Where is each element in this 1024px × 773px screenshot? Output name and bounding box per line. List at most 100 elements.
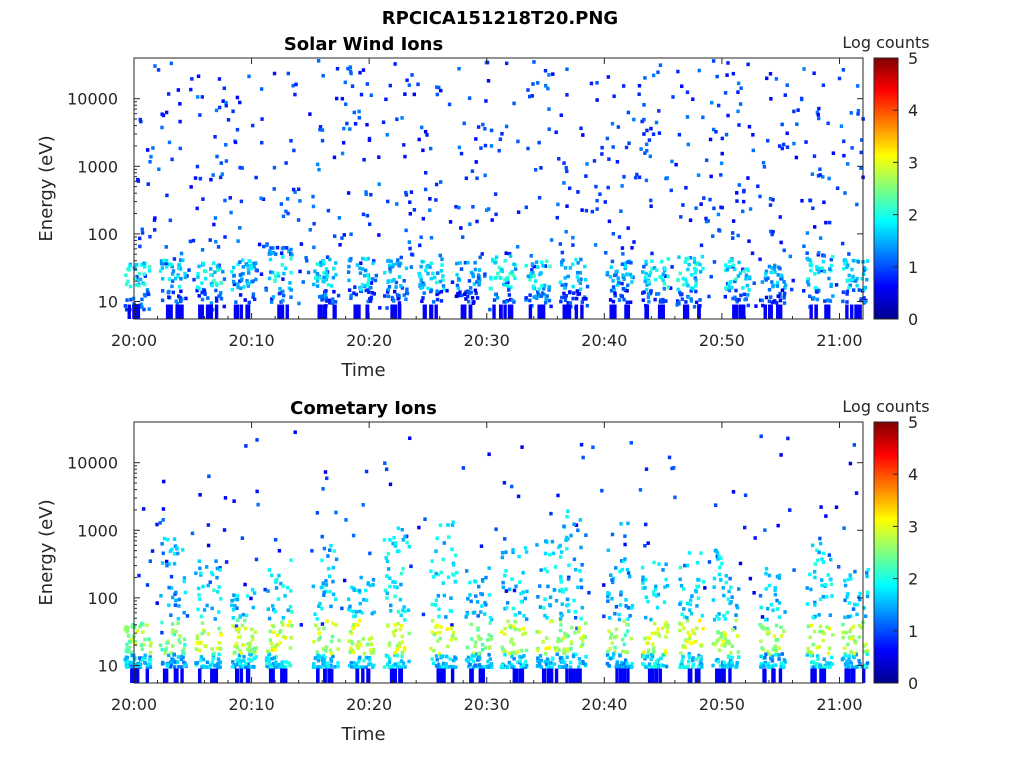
heatmap-cell xyxy=(792,109,796,114)
heatmap-cell xyxy=(681,665,685,669)
heatmap-cell xyxy=(855,84,860,88)
heatmap-cell xyxy=(356,646,360,650)
heatmap-cell xyxy=(178,295,182,300)
heatmap-cell xyxy=(571,235,575,240)
heatmap-cell xyxy=(556,202,560,207)
heatmap-cell xyxy=(452,563,456,567)
heatmap-cell xyxy=(556,493,560,498)
heatmap-cell xyxy=(213,663,217,668)
heatmap-cell xyxy=(559,623,563,627)
heatmap-cell xyxy=(231,615,235,620)
heatmap-cell xyxy=(738,102,743,106)
heatmap-cell xyxy=(711,598,715,602)
heatmap-cell xyxy=(728,265,732,269)
heatmap-cell xyxy=(286,608,290,613)
heatmap-cell xyxy=(649,652,653,657)
heatmap-cell xyxy=(385,596,389,600)
heatmap-cell xyxy=(278,640,283,645)
heatmap-cell xyxy=(393,62,397,66)
heatmap-cell xyxy=(291,83,295,88)
heatmap-cell xyxy=(694,268,699,272)
heatmap-cell xyxy=(512,656,516,661)
heatmap-cell xyxy=(267,616,272,621)
heatmap-cell xyxy=(273,609,277,614)
heatmap-cell xyxy=(214,288,218,293)
heatmap-cell xyxy=(644,595,648,600)
heatmap-cell xyxy=(488,286,492,291)
heatmap-cell xyxy=(247,300,251,305)
heatmap-cell xyxy=(647,138,652,142)
heatmap-cell xyxy=(392,289,397,294)
heatmap-cell xyxy=(654,668,659,683)
heatmap-cell xyxy=(512,262,516,267)
heatmap-cell xyxy=(572,522,576,527)
heatmap-cell xyxy=(686,295,691,299)
heatmap-cell xyxy=(571,654,576,659)
heatmap-cell xyxy=(509,285,513,290)
heatmap-cell xyxy=(746,176,750,180)
heatmap-cell xyxy=(542,286,546,291)
heatmap-cell xyxy=(845,292,849,296)
heatmap-cell xyxy=(455,261,459,266)
heatmap-cell xyxy=(475,176,479,181)
heatmap-cell xyxy=(177,604,181,608)
heatmap-cell xyxy=(388,482,393,487)
heatmap-cell xyxy=(676,278,680,282)
heatmap-cell xyxy=(775,284,780,288)
heatmap-cell xyxy=(210,283,214,288)
heatmap-cell xyxy=(821,638,825,643)
heatmap-cell xyxy=(477,652,481,656)
heatmap-cell xyxy=(678,565,683,570)
heatmap-cell xyxy=(125,655,129,660)
heatmap-cell xyxy=(383,588,388,593)
heatmap-cell xyxy=(278,287,282,291)
heatmap-cell xyxy=(715,550,720,555)
heatmap-cell xyxy=(579,257,583,262)
heatmap-cell xyxy=(730,258,734,263)
heatmap-cell xyxy=(812,629,817,634)
heatmap-cell xyxy=(562,647,566,652)
heatmap-cell xyxy=(174,668,178,683)
heatmap-cell xyxy=(431,271,435,276)
heatmap-cell xyxy=(141,630,145,634)
heatmap-cell xyxy=(583,277,588,282)
heatmap-cell xyxy=(502,632,507,636)
heatmap-cell xyxy=(730,655,734,660)
heatmap-cell xyxy=(365,655,369,660)
heatmap-cell xyxy=(689,297,693,301)
heatmap-cell xyxy=(558,628,563,633)
heatmap-cell xyxy=(661,297,665,302)
heatmap-cell xyxy=(578,668,582,683)
heatmap-cell xyxy=(341,140,346,145)
heatmap-cell xyxy=(534,279,538,283)
heatmap-cell xyxy=(763,655,767,660)
heatmap-cell xyxy=(269,641,274,646)
heatmap-cell xyxy=(274,665,278,669)
heatmap-cell xyxy=(455,283,460,288)
heatmap-cell xyxy=(554,130,558,135)
heatmap-cell xyxy=(446,523,450,527)
heatmap-cell xyxy=(361,503,365,507)
heatmap-cell xyxy=(313,612,317,617)
heatmap-cell xyxy=(245,279,249,283)
heatmap-cell xyxy=(362,157,366,162)
heatmap-cell xyxy=(550,665,554,670)
heatmap-cell xyxy=(244,662,248,666)
heatmap-cell xyxy=(200,665,204,670)
x-axis-label: Time xyxy=(340,724,385,745)
heatmap-cell xyxy=(216,589,220,594)
heatmap-cell xyxy=(504,606,509,610)
heatmap-cell xyxy=(131,639,135,643)
heatmap-cell xyxy=(723,263,728,267)
heatmap-cell xyxy=(183,643,187,647)
heatmap-cell xyxy=(489,128,494,133)
heatmap-cell xyxy=(456,277,461,281)
heatmap-cell xyxy=(553,646,557,650)
heatmap-cell xyxy=(680,660,684,664)
heatmap-cell xyxy=(365,273,370,277)
heatmap-cell xyxy=(779,625,783,630)
heatmap-cell xyxy=(366,282,370,287)
heatmap-cell xyxy=(461,304,465,319)
colorbar-tick-label: 4 xyxy=(908,465,918,484)
heatmap-cell xyxy=(641,291,645,295)
